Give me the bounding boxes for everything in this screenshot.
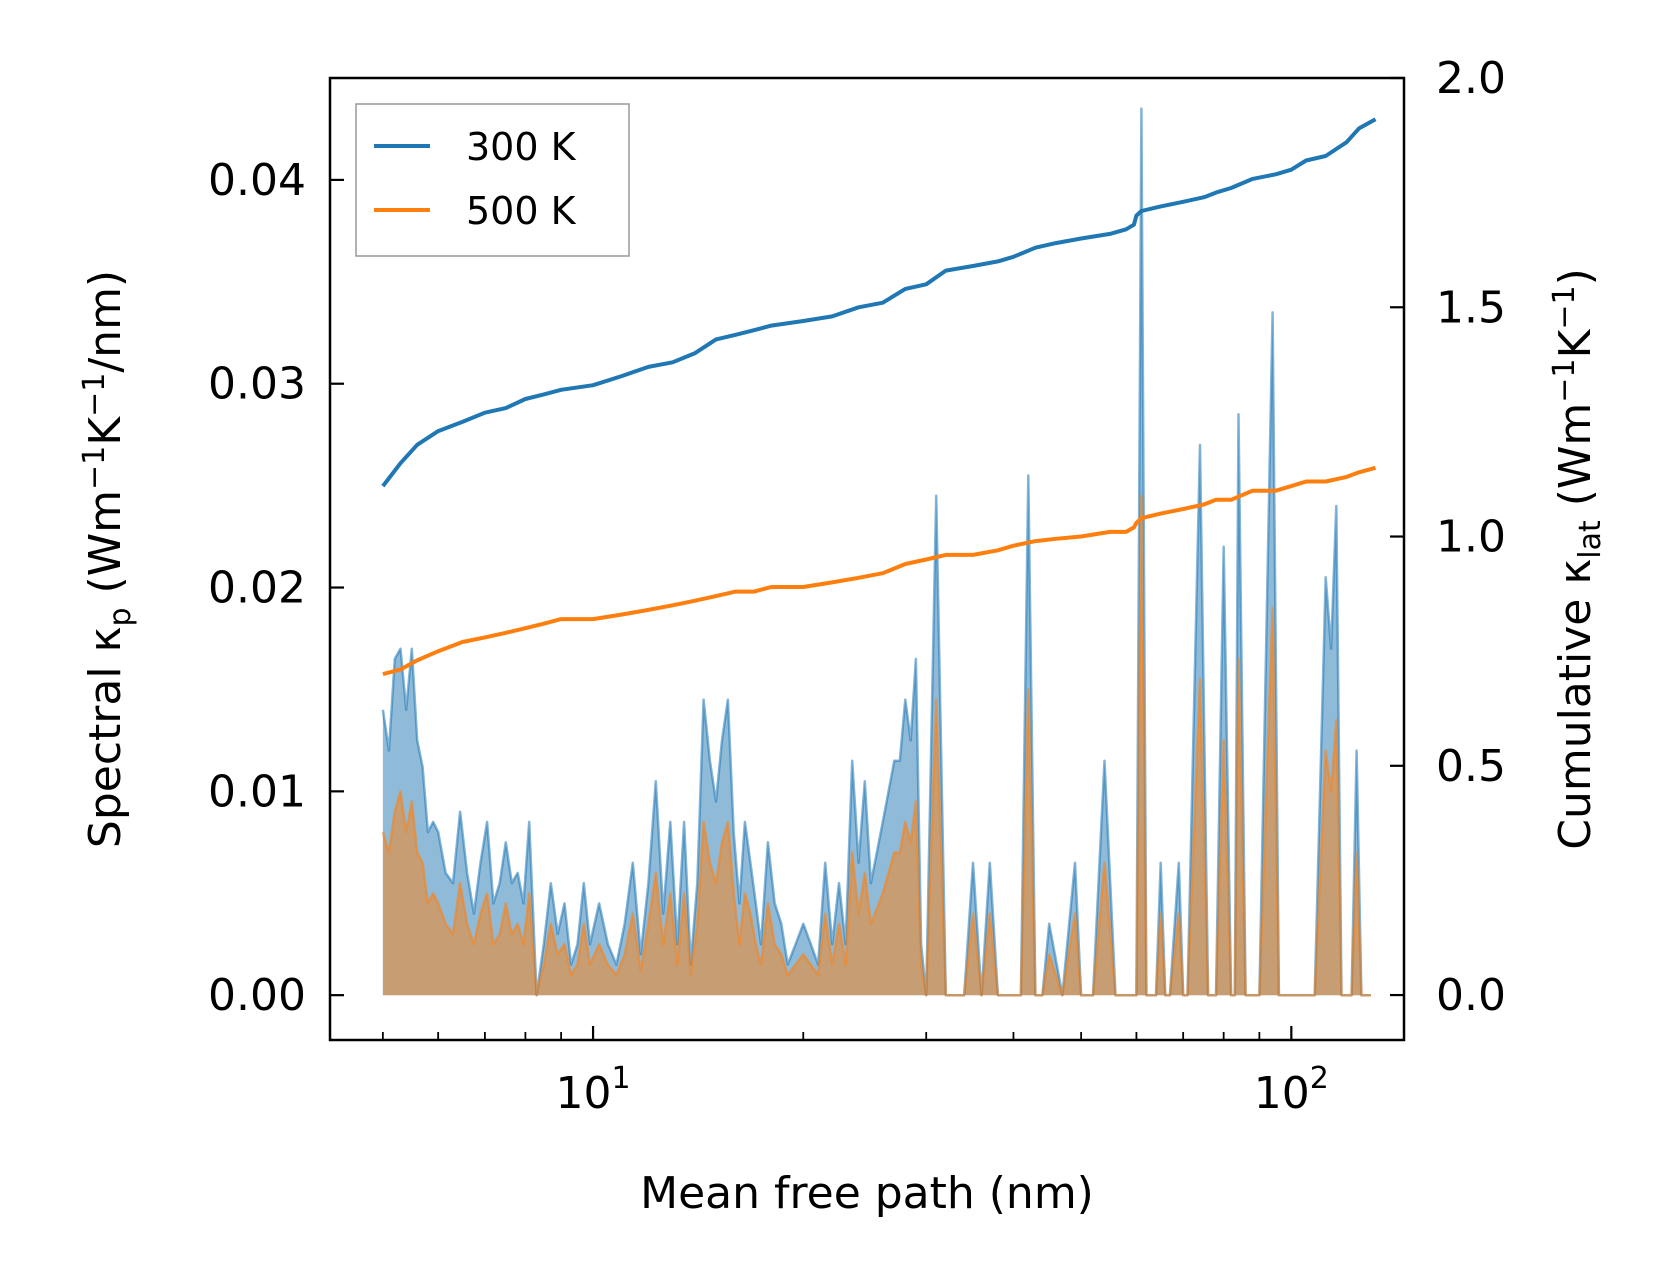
axis-ticks: 0.00 0.01 0.02 0.03 0.04 0.0 0.5 1.0 1.5 2.0 101 10… <box>208 53 1506 1119</box>
y-right-label-exp2: −1 <box>1547 285 1582 329</box>
x-tick-label: 102 <box>1254 1061 1329 1119</box>
y-left-label-exp1: −1 <box>77 446 112 490</box>
y-right-label-tail: ) <box>1550 268 1601 285</box>
cumulative-lines <box>381 117 1377 677</box>
y-left-tick-label: 0.01 <box>208 766 306 817</box>
cumulative-line-500k <box>382 465 1377 677</box>
x-tick-label: 101 <box>556 1061 631 1119</box>
y-left-tick-label: 0.04 <box>208 155 306 206</box>
y-right-label-unit: (Wm <box>1550 403 1601 521</box>
y-right-tick-label: 1.0 <box>1436 512 1506 563</box>
y-right-tick-label: 1.5 <box>1436 282 1506 333</box>
y-right-tick-label: 2.0 <box>1436 53 1506 104</box>
y-left-tick-label: 0.00 <box>208 970 306 1021</box>
spectral-lines <box>381 107 1371 997</box>
plot-frame <box>328 76 1406 1042</box>
y-left-axis-label: Spectral κp (Wm−1K−1/nm) <box>77 270 138 848</box>
y-right-label-exp1: −1 <box>1547 358 1582 402</box>
y-right-axis-label: Cumulative κlat (Wm−1K−1) <box>1547 268 1608 850</box>
legend-box <box>355 103 630 257</box>
y-right-label-main: Cumulative κ <box>1550 559 1601 850</box>
y-right-tick-label: 0.0 <box>1436 970 1506 1021</box>
y-left-label-tail: /nm) <box>80 270 131 373</box>
y-left-tick-label: 0.03 <box>208 359 306 410</box>
spectral-area-500k <box>382 495 1371 996</box>
y-left-tick-label: 0.02 <box>208 563 306 614</box>
y-left-label-unit: (Wm <box>80 490 131 608</box>
spectral-line-500k <box>381 494 1371 997</box>
legend: 300 K 500 K <box>355 103 630 257</box>
cumulative-line-300k <box>381 117 1377 488</box>
legend-label-500k: 500 K <box>466 189 577 233</box>
y-left-label-sub: p <box>103 607 138 626</box>
spectral-line-300k <box>381 107 1371 997</box>
legend-label-300k: 300 K <box>466 125 577 169</box>
y-left-label-exp2: −1 <box>77 373 112 417</box>
y-left-label-main: Spectral κ <box>80 627 131 849</box>
y-right-label-k: K <box>1550 328 1601 358</box>
y-left-label-k: K <box>80 416 131 446</box>
x-axis-label: Mean free path (nm) <box>640 1168 1094 1219</box>
y-right-label-sub: lat <box>1573 520 1608 559</box>
y-right-tick-label: 0.5 <box>1436 741 1506 792</box>
